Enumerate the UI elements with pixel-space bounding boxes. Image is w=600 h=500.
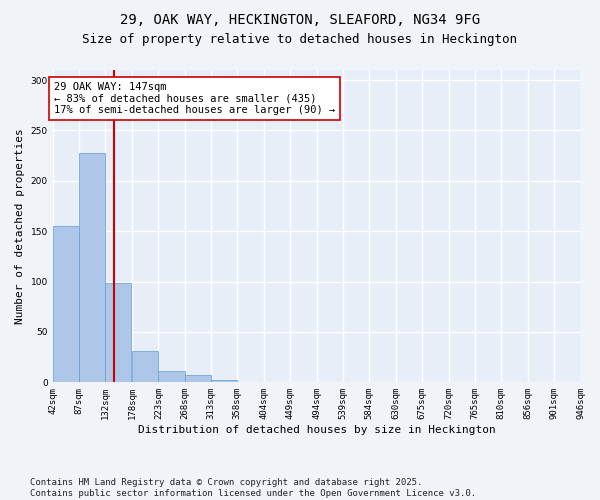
Bar <box>132 351 158 382</box>
Bar <box>185 376 211 382</box>
Bar <box>79 152 105 382</box>
Y-axis label: Number of detached properties: Number of detached properties <box>15 128 25 324</box>
Bar <box>105 282 131 382</box>
Bar <box>211 380 237 382</box>
Text: 29 OAK WAY: 147sqm
← 83% of detached houses are smaller (435)
17% of semi-detach: 29 OAK WAY: 147sqm ← 83% of detached hou… <box>54 82 335 116</box>
Text: Size of property relative to detached houses in Heckington: Size of property relative to detached ho… <box>83 32 517 46</box>
Text: 29, OAK WAY, HECKINGTON, SLEAFORD, NG34 9FG: 29, OAK WAY, HECKINGTON, SLEAFORD, NG34 … <box>120 12 480 26</box>
Bar <box>53 226 79 382</box>
Text: Contains HM Land Registry data © Crown copyright and database right 2025.
Contai: Contains HM Land Registry data © Crown c… <box>30 478 476 498</box>
Bar <box>158 372 185 382</box>
X-axis label: Distribution of detached houses by size in Heckington: Distribution of detached houses by size … <box>138 425 496 435</box>
